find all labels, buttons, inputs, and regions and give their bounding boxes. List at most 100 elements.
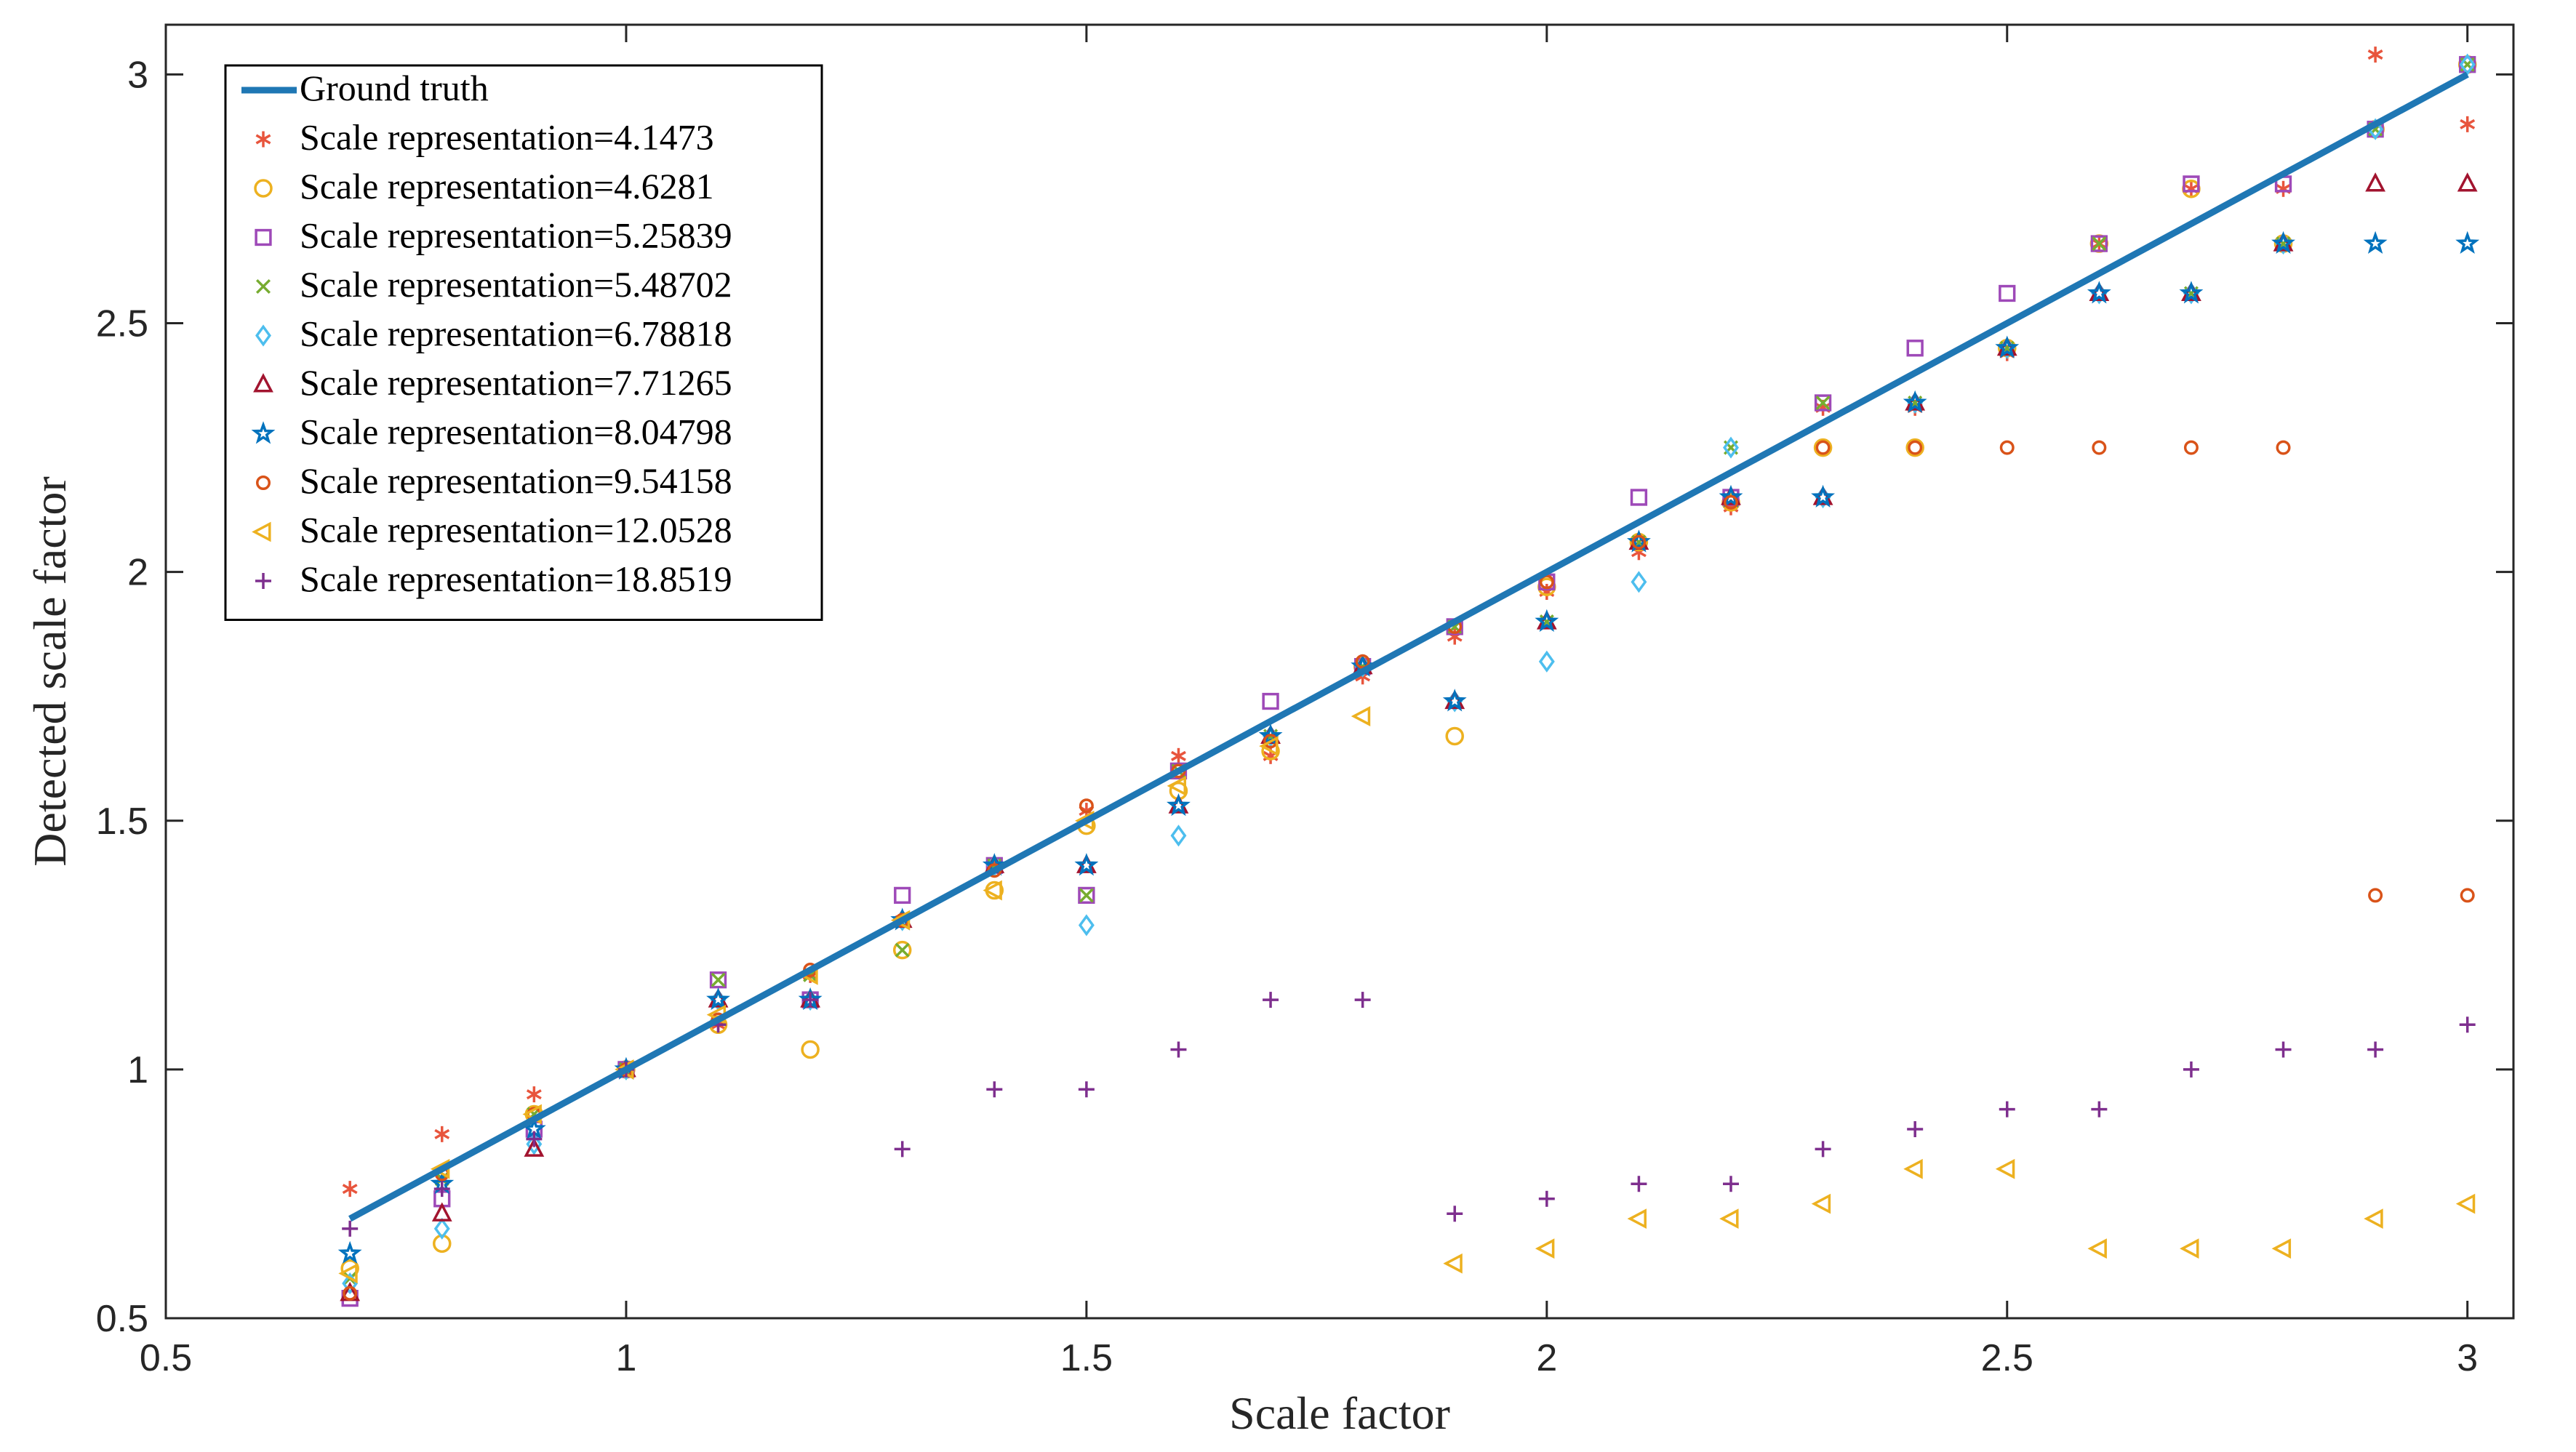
legend-entry: Scale representation=5.48702	[255, 264, 732, 305]
x-tick-label: 0.5	[140, 1337, 192, 1379]
data-point	[1995, 335, 2020, 358]
data-point	[2460, 116, 2476, 132]
legend-marker	[251, 421, 276, 444]
legend-entry: Scale representation=18.8519	[255, 558, 732, 599]
data-point	[1351, 706, 1371, 726]
data-point	[526, 1086, 542, 1103]
legend-label: Ground truth	[300, 68, 489, 108]
data-point	[1535, 1238, 1555, 1259]
data-point	[1262, 692, 1279, 710]
data-point	[1815, 1141, 1831, 1158]
data-point	[1719, 484, 1743, 508]
data-point	[1995, 1158, 2015, 1179]
data-point	[1170, 1041, 1187, 1058]
data-point	[801, 1040, 820, 1059]
data-point	[1631, 534, 1647, 550]
data-point	[1171, 747, 1186, 764]
data-point	[1630, 489, 1648, 506]
data-point	[1906, 340, 1924, 357]
data-point	[2367, 1041, 2384, 1058]
data-point	[1170, 825, 1187, 847]
data-point	[1259, 736, 1279, 757]
data-point	[2365, 172, 2386, 192]
legend-entry-ground-truth: Ground truth	[241, 68, 489, 108]
legend-marker	[252, 521, 271, 542]
data-point	[1907, 1120, 1924, 1137]
data-point	[1258, 723, 1283, 747]
data-point	[1999, 1101, 2015, 1118]
x-tick-label: 1	[615, 1337, 636, 1379]
data-point	[1631, 1176, 1647, 1192]
data-point	[431, 1202, 452, 1222]
data-point	[1445, 726, 1464, 746]
data-point	[1079, 798, 1094, 814]
data-point	[2367, 47, 2383, 63]
data-point	[342, 1181, 358, 1198]
legend-box	[224, 64, 823, 621]
data-point	[1074, 853, 1099, 876]
data-point	[2460, 888, 2475, 903]
data-point	[706, 987, 730, 1011]
data-point	[802, 992, 819, 1008]
data-point	[2459, 1016, 2476, 1033]
data-point	[894, 1141, 911, 1158]
y-tick-label: 2	[127, 552, 148, 594]
data-point	[892, 940, 912, 960]
data-point	[2364, 1208, 2383, 1230]
data-point	[2459, 53, 2476, 76]
data-point	[986, 1081, 1003, 1098]
legend-label: Scale representation=4.1473	[300, 117, 714, 158]
legend-label: Scale representation=5.25839	[300, 215, 732, 256]
data-point	[894, 886, 911, 905]
data-point	[2087, 1238, 2107, 1259]
legend-marker	[255, 573, 271, 589]
data-point	[1908, 440, 1923, 455]
data-point	[1811, 1193, 1831, 1214]
legend-entry: Scale representation=7.71265	[253, 362, 732, 403]
data-point	[2271, 1238, 2292, 1259]
x-tick-label: 2	[1536, 1337, 1557, 1379]
legend-label: Scale representation=6.78818	[300, 313, 732, 354]
data-point	[1627, 1208, 1647, 1230]
data-point	[2092, 236, 2107, 252]
legend-entry: Scale representation=4.1473	[255, 117, 714, 158]
data-point	[343, 1285, 358, 1301]
data-point	[1813, 438, 1833, 457]
data-point	[1447, 1206, 1463, 1222]
data-point	[2276, 440, 2291, 455]
x-axis: 0.5 1 1.5 2 2.5 3	[140, 25, 2478, 1379]
data-point	[1815, 395, 1831, 411]
data-point	[1903, 1158, 1923, 1179]
x-tick-label: 2.5	[1981, 1337, 2033, 1379]
legend: Ground truth Scale representation=4.1473 S…	[224, 64, 823, 621]
legend-marker	[256, 476, 271, 490]
y-tick-label: 0.5	[96, 1298, 148, 1340]
data-point	[1721, 486, 1741, 505]
legend-marker	[255, 324, 271, 347]
legend-entry: Scale representation=8.04798	[251, 412, 732, 452]
y-tick-label: 1.5	[96, 801, 148, 843]
y-tick-label: 1	[127, 1049, 148, 1091]
data-point	[2091, 1101, 2108, 1118]
legend-label: Scale representation=9.54158	[300, 460, 732, 501]
data-point	[1905, 438, 1924, 457]
data-series-layer	[337, 47, 2480, 1307]
data-point	[337, 1240, 362, 1264]
data-point	[1999, 284, 2016, 302]
data-point	[2181, 281, 2201, 302]
data-point	[1812, 486, 1833, 505]
data-point	[342, 1220, 359, 1237]
legend-label: Scale representation=12.0528	[300, 510, 732, 550]
data-point	[1443, 1253, 1463, 1274]
data-point	[1815, 440, 1831, 455]
x-tick-label: 1.5	[1060, 1337, 1113, 1379]
data-point	[1723, 1176, 1739, 1192]
y-tick-label: 2.5	[96, 303, 148, 345]
data-point	[2183, 440, 2199, 455]
legend-label: Scale representation=18.8519	[300, 558, 732, 599]
data-point	[2271, 230, 2295, 254]
legend-marker	[253, 373, 273, 393]
data-point	[2087, 281, 2111, 304]
data-point	[1539, 574, 1554, 590]
data-point	[2089, 281, 2110, 302]
